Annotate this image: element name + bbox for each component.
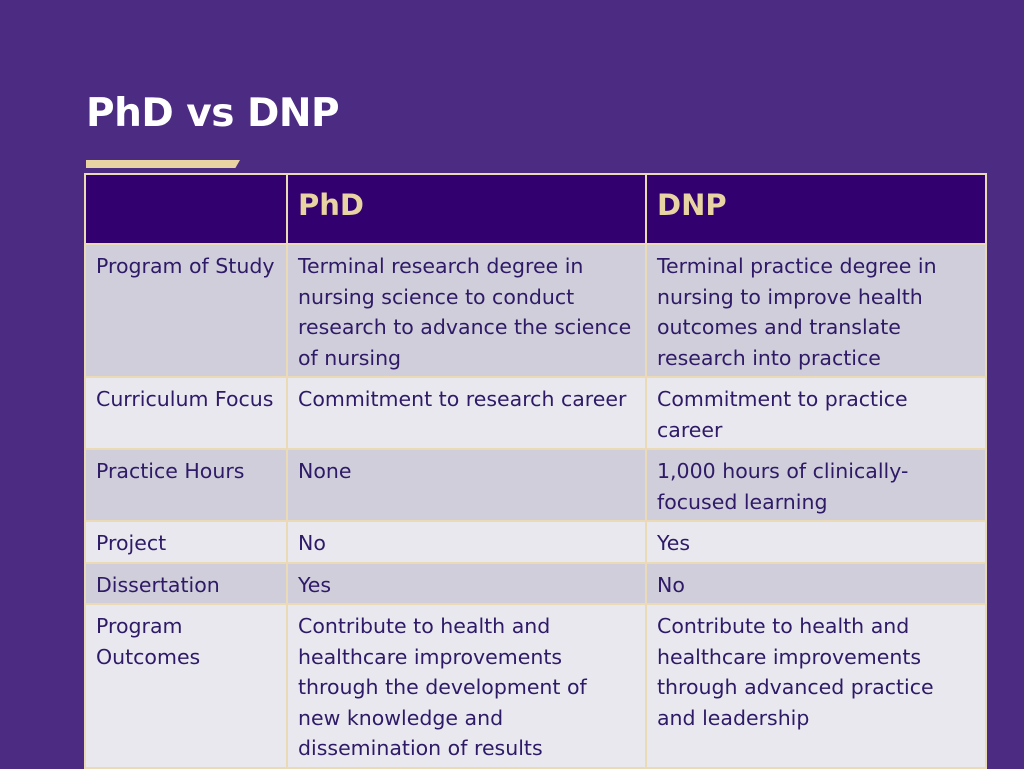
comparison-table: PhD DNP Program of Study Terminal resear… (84, 173, 987, 769)
dnp-cell: 1,000 hours of clinically-focused learni… (645, 448, 987, 522)
header-dnp: DNP (645, 173, 987, 245)
table-row: Program of Study Terminal research degre… (84, 243, 987, 378)
slide-title: PhD vs DNP (86, 91, 340, 136)
row-label: Program of Study (84, 243, 288, 378)
table-header-row: PhD DNP (84, 173, 987, 245)
row-label: Practice Hours (84, 448, 288, 522)
dnp-cell: Contribute to health and healthcare impr… (645, 603, 987, 769)
dnp-cell: Terminal practice degree in nursing to i… (645, 243, 987, 378)
row-label: Project (84, 520, 288, 564)
table-row: Program Outcomes Contribute to health an… (84, 603, 987, 769)
phd-cell: Yes (286, 561, 647, 605)
dnp-cell: Commitment to practice career (645, 376, 987, 450)
row-label: Curriculum Focus (84, 376, 288, 450)
table-row: Practice Hours None 1,000 hours of clini… (84, 448, 987, 522)
header-phd: PhD (286, 173, 647, 245)
header-corner-cell (84, 173, 288, 245)
phd-cell: None (286, 448, 647, 522)
table-row: Curriculum Focus Commitment to research … (84, 376, 987, 450)
dnp-cell: No (645, 561, 987, 605)
phd-cell: Contribute to health and healthcare impr… (286, 603, 647, 769)
title-underline (86, 160, 240, 168)
table-row: Project No Yes (84, 520, 987, 564)
phd-cell: No (286, 520, 647, 564)
table-row: Dissertation Yes No (84, 561, 987, 605)
dnp-cell: Yes (645, 520, 987, 564)
phd-cell: Terminal research degree in nursing scie… (286, 243, 647, 378)
row-label: Dissertation (84, 561, 288, 605)
phd-cell: Commitment to research career (286, 376, 647, 450)
row-label: Program Outcomes (84, 603, 288, 769)
